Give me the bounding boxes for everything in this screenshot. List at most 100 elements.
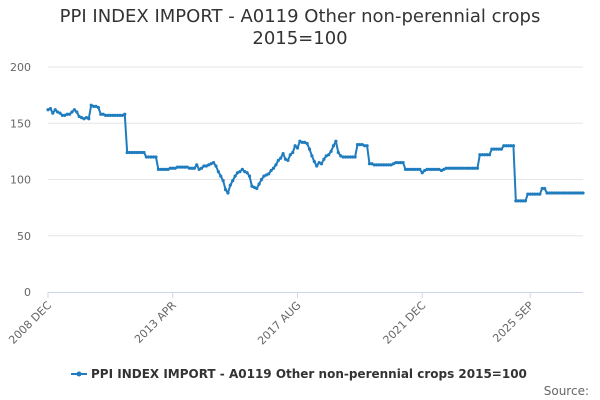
data-point[interactable] bbox=[151, 155, 156, 159]
data-point[interactable] bbox=[166, 167, 170, 171]
data-point[interactable] bbox=[444, 166, 448, 170]
data-point[interactable] bbox=[264, 173, 268, 177]
data-point[interactable] bbox=[269, 168, 273, 173]
data-point[interactable] bbox=[123, 112, 127, 116]
data-point[interactable] bbox=[135, 150, 139, 155]
data-point[interactable] bbox=[192, 166, 196, 170]
data-point[interactable] bbox=[96, 105, 100, 110]
data-point[interactable] bbox=[375, 163, 379, 167]
data-point[interactable] bbox=[502, 144, 506, 148]
data-point[interactable] bbox=[336, 150, 340, 155]
data-point[interactable] bbox=[130, 150, 134, 155]
data-point[interactable] bbox=[168, 166, 172, 170]
data-point[interactable] bbox=[511, 144, 516, 148]
data-point[interactable] bbox=[514, 199, 518, 203]
data-point[interactable] bbox=[427, 167, 432, 171]
data-point[interactable] bbox=[197, 167, 201, 171]
data-point[interactable] bbox=[75, 110, 79, 114]
data-point[interactable] bbox=[327, 153, 331, 157]
data-point[interactable] bbox=[103, 113, 108, 117]
data-point[interactable] bbox=[408, 167, 412, 171]
data-point[interactable] bbox=[579, 191, 583, 195]
data-point[interactable] bbox=[283, 157, 288, 161]
data-point[interactable] bbox=[281, 152, 285, 156]
data-point[interactable] bbox=[454, 166, 458, 170]
data-point[interactable] bbox=[185, 165, 189, 169]
data-point[interactable] bbox=[113, 113, 117, 117]
data-point[interactable] bbox=[360, 143, 364, 147]
data-point[interactable] bbox=[87, 117, 91, 121]
data-point[interactable] bbox=[58, 111, 62, 115]
data-point[interactable] bbox=[303, 140, 307, 144]
data-point[interactable] bbox=[195, 163, 199, 167]
data-point[interactable] bbox=[111, 113, 115, 117]
data-point[interactable] bbox=[101, 112, 105, 116]
data-point[interactable] bbox=[295, 146, 300, 150]
data-point[interactable] bbox=[475, 166, 480, 170]
legend-item[interactable]: PPI INDEX IMPORT - A0119 Other non-peren… bbox=[71, 367, 527, 381]
data-point[interactable] bbox=[245, 171, 249, 175]
data-point[interactable] bbox=[56, 110, 60, 114]
series-group[interactable] bbox=[46, 103, 585, 203]
data-point[interactable] bbox=[411, 167, 415, 171]
data-point[interactable] bbox=[274, 163, 278, 167]
data-point[interactable] bbox=[127, 150, 132, 155]
data-point[interactable] bbox=[463, 166, 468, 170]
data-point[interactable] bbox=[89, 103, 93, 107]
data-point[interactable] bbox=[231, 179, 235, 183]
data-point[interactable] bbox=[154, 155, 158, 159]
data-point[interactable] bbox=[490, 147, 494, 151]
data-point[interactable] bbox=[322, 157, 326, 161]
data-point[interactable] bbox=[243, 170, 247, 174]
data-point[interactable] bbox=[315, 164, 319, 168]
data-point[interactable] bbox=[423, 168, 427, 173]
data-point[interactable] bbox=[279, 156, 283, 160]
data-point[interactable] bbox=[226, 191, 230, 195]
data-point[interactable] bbox=[562, 191, 566, 195]
data-point[interactable] bbox=[99, 112, 103, 116]
data-point[interactable] bbox=[175, 165, 180, 169]
data-point[interactable] bbox=[478, 153, 482, 157]
data-point[interactable] bbox=[545, 191, 549, 195]
data-point[interactable] bbox=[310, 154, 314, 158]
data-point[interactable] bbox=[70, 110, 74, 114]
data-point[interactable] bbox=[507, 144, 511, 148]
data-point[interactable] bbox=[564, 191, 568, 195]
data-point[interactable] bbox=[187, 166, 192, 170]
data-point[interactable] bbox=[334, 139, 338, 143]
data-point[interactable] bbox=[79, 116, 84, 120]
data-point[interactable] bbox=[142, 150, 146, 155]
data-point[interactable] bbox=[180, 165, 184, 169]
data-point[interactable] bbox=[367, 162, 372, 166]
data-point[interactable] bbox=[48, 107, 53, 111]
data-point[interactable] bbox=[276, 158, 280, 162]
data-point[interactable] bbox=[555, 191, 559, 195]
data-point[interactable] bbox=[550, 191, 554, 195]
data-point[interactable] bbox=[341, 155, 345, 159]
data-point[interactable] bbox=[300, 140, 304, 144]
data-point[interactable] bbox=[574, 191, 578, 195]
data-point[interactable] bbox=[67, 112, 72, 116]
data-point[interactable] bbox=[178, 165, 182, 169]
data-point[interactable] bbox=[439, 168, 444, 173]
data-point[interactable] bbox=[267, 172, 271, 176]
data-point[interactable] bbox=[255, 186, 259, 191]
data-point[interactable] bbox=[65, 112, 69, 116]
data-point[interactable] bbox=[331, 144, 336, 148]
data-point[interactable] bbox=[353, 155, 357, 159]
data-point[interactable] bbox=[456, 166, 460, 170]
data-point[interactable] bbox=[540, 186, 544, 191]
data-point[interactable] bbox=[473, 166, 477, 170]
data-point[interactable] bbox=[219, 174, 223, 178]
data-point[interactable] bbox=[526, 192, 530, 196]
data-point[interactable] bbox=[581, 191, 585, 195]
data-point[interactable] bbox=[173, 166, 177, 170]
data-point[interactable] bbox=[547, 191, 552, 195]
data-point[interactable] bbox=[401, 161, 405, 165]
data-point[interactable] bbox=[291, 150, 295, 155]
data-point[interactable] bbox=[221, 179, 225, 183]
data-point[interactable] bbox=[466, 166, 470, 170]
data-point[interactable] bbox=[569, 191, 573, 195]
data-point[interactable] bbox=[171, 166, 175, 170]
data-point[interactable] bbox=[348, 155, 352, 159]
